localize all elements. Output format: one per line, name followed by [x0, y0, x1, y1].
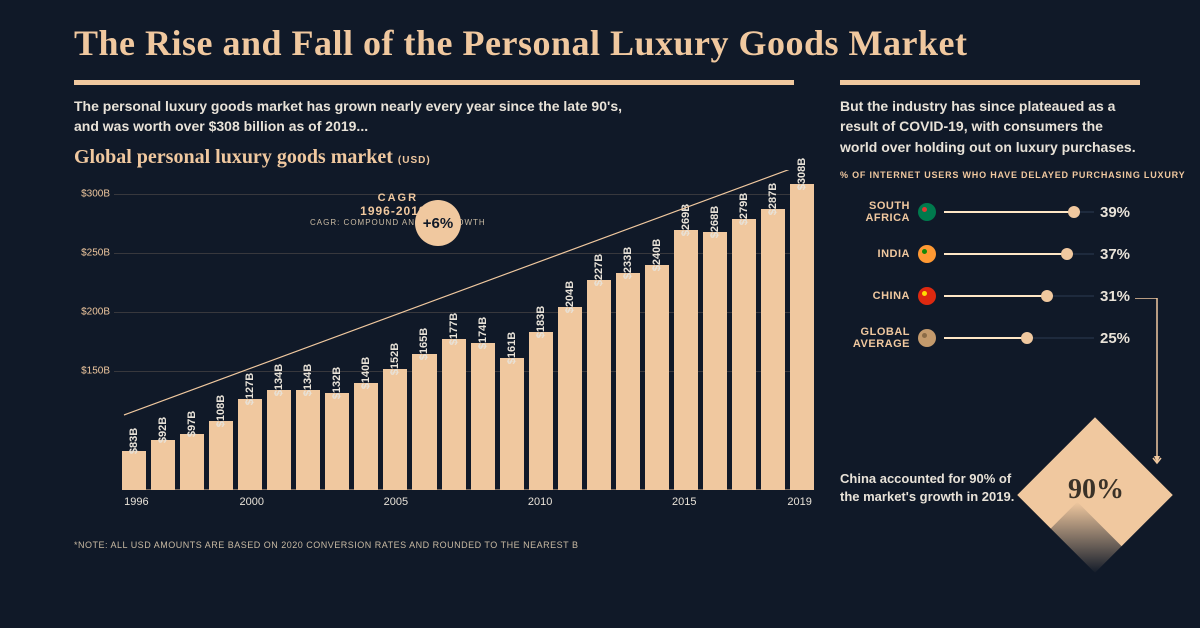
bar: $308B	[790, 170, 814, 490]
cagr-line1: CAGR	[310, 192, 486, 204]
page-title: The Rise and Fall of the Personal Luxury…	[0, 0, 1200, 64]
x-tick-label: 2010	[528, 496, 552, 508]
bar: $97B	[180, 170, 204, 490]
bar-value-label: $279B	[738, 192, 750, 224]
flag-icon	[918, 329, 936, 347]
x-tick-label: 2019	[787, 496, 811, 508]
bar: $134B	[267, 170, 291, 490]
delay-pct: 39%	[1100, 204, 1140, 221]
bar-value-label: $140B	[360, 357, 372, 389]
bar-value-label: $108B	[215, 395, 227, 427]
delay-row: CHINA 31%	[840, 278, 1140, 314]
bar: $183B	[529, 170, 553, 490]
diamond-value: 90%	[1046, 474, 1146, 506]
flag-icon	[918, 287, 936, 305]
china-note: China accounted for 90% of the market's …	[840, 470, 1020, 506]
y-tick-label: $300B	[74, 188, 110, 199]
delay-pct: 31%	[1100, 288, 1140, 305]
bar: $279B	[732, 170, 756, 490]
bar-value-label: $134B	[302, 364, 314, 396]
bar-value-label: $240B	[651, 239, 663, 271]
delay-heading: % OF INTERNET USERS WHO HAVE DELAYED PUR…	[840, 170, 1185, 180]
bar-value-label: $268B	[709, 205, 721, 237]
bar: $240B	[645, 170, 669, 490]
bar-value-label: $269B	[680, 204, 692, 236]
china-connector	[1135, 298, 1175, 468]
intro-right: But the industry has since plateaued as …	[840, 96, 1140, 157]
bar-value-label: $227B	[593, 254, 605, 286]
delay-knob	[1021, 332, 1033, 344]
bar: $233B	[616, 170, 640, 490]
delay-country-label: SOUTHAFRICA	[840, 200, 910, 224]
delay-country-label: INDIA	[840, 248, 910, 260]
bar-value-label: $204B	[564, 281, 576, 313]
bar: $287B	[761, 170, 785, 490]
chart-title-text: Global personal luxury goods market	[74, 146, 393, 168]
bar-value-label: $92B	[157, 417, 169, 443]
x-tick-label: 1996	[124, 496, 148, 508]
title-rule-left	[74, 80, 794, 85]
flag-icon	[918, 245, 936, 263]
y-tick-label: $200B	[74, 307, 110, 318]
bar: $83B	[122, 170, 146, 490]
delay-track	[944, 211, 1094, 213]
delay-pct: 37%	[1100, 246, 1140, 263]
bar-value-label: $97B	[186, 411, 198, 437]
delay-knob	[1061, 248, 1073, 260]
x-tick-label: 2015	[672, 496, 696, 508]
delay-track	[944, 295, 1094, 297]
delay-pct: 25%	[1100, 330, 1140, 347]
bar-value-label: $174B	[477, 317, 489, 349]
bar-value-label: $127B	[244, 373, 256, 405]
chart-title: Global personal luxury goods market (USD…	[74, 146, 431, 169]
delay-row: INDIA 37%	[840, 236, 1140, 272]
bar-value-label: $177B	[448, 313, 460, 345]
bar-value-label: $287B	[767, 183, 779, 215]
bar: $268B	[703, 170, 727, 490]
bar: $108B	[209, 170, 233, 490]
delay-knob	[1041, 290, 1053, 302]
chart-footnote: *NOTE: ALL USD AMOUNTS ARE BASED ON 2020…	[74, 540, 578, 550]
x-tick-label: 2005	[384, 496, 408, 508]
cagr-circle: +6%	[415, 200, 461, 246]
x-axis: 1996 2000 2005 2010 2015 2019	[122, 496, 814, 512]
bar: $127B	[238, 170, 262, 490]
bar-value-label: $161B	[506, 332, 518, 364]
delay-track	[944, 337, 1094, 339]
delay-track	[944, 253, 1094, 255]
y-tick-label: $150B	[74, 366, 110, 377]
bar: $204B	[558, 170, 582, 490]
chart-unit: (USD)	[398, 155, 431, 166]
bar-value-label: $134B	[273, 364, 285, 396]
delay-country-label: CHINA	[840, 290, 910, 302]
intro-left: The personal luxury goods market has gro…	[74, 96, 634, 137]
bar-value-label: $132B	[331, 367, 343, 399]
bar: $161B	[500, 170, 524, 490]
bar: $227B	[587, 170, 611, 490]
x-tick-label: 2000	[240, 496, 264, 508]
bar-value-label: $83B	[128, 428, 140, 454]
bar-value-label: $233B	[622, 247, 634, 279]
bar: $92B	[151, 170, 175, 490]
y-tick-label: $250B	[74, 247, 110, 258]
title-rule-right	[840, 80, 1140, 85]
delay-knob	[1068, 206, 1080, 218]
bar-value-label: $308B	[796, 158, 808, 190]
delay-row: SOUTHAFRICA 39%	[840, 194, 1140, 230]
flag-icon	[918, 203, 936, 221]
bar-value-label: $152B	[389, 343, 401, 375]
bar-value-label: $165B	[418, 328, 430, 360]
delay-country-label: GLOBALAVERAGE	[840, 326, 910, 350]
bar: $269B	[674, 170, 698, 490]
delay-row: GLOBALAVERAGE 25%	[840, 320, 1140, 356]
bar-value-label: $183B	[535, 306, 547, 338]
